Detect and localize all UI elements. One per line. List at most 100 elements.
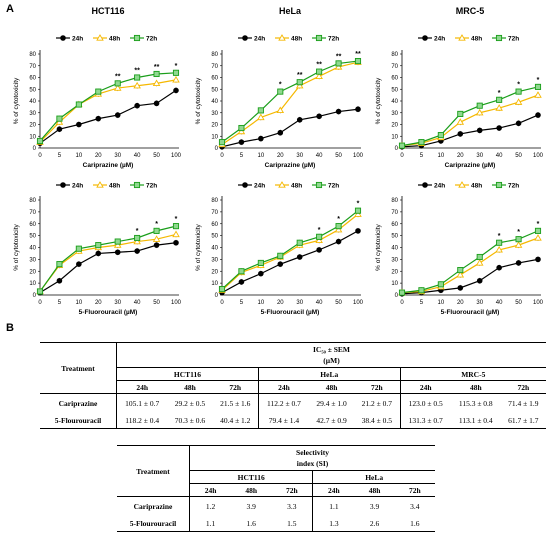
x-tick-label: 30 [114,300,121,306]
data-point [76,261,82,267]
series-24h [219,106,361,150]
y-tick-label: 20 [211,269,218,275]
y-axis-label: % of cytotoxicity [195,77,202,124]
data-point [56,277,63,284]
y-tick-label: 20 [391,123,398,129]
significance-marker: * [357,201,360,208]
x-tick-label: 5 [58,153,62,159]
table1-group-header: MRC-5 [399,367,546,381]
table1-cell: 112.2 ± 0.7 [257,393,309,412]
y-tick-label: 70 [391,64,398,70]
data-point [515,236,522,243]
table2-cell: 3.4 [410,501,420,511]
series-line [39,72,177,142]
legend-marker [242,182,248,188]
y-tick-label: 20 [29,123,36,129]
data-point [296,117,303,123]
significance-marker: ** [115,73,121,80]
data-point [354,207,362,214]
table1-cell: 115.3 ± 0.8 [458,398,493,408]
data-point [277,261,284,267]
x-tick-label: 50 [153,153,160,159]
data-point [172,223,180,230]
table1-time-header: 24h [399,380,451,394]
data-point [496,239,503,246]
significance-marker: * [498,233,501,240]
table1-time-header: 72h [500,380,546,394]
table1-time-header: 48h [167,380,213,394]
data-point [457,131,464,137]
legend-label: 72h [328,183,339,190]
chart-3: MRC-5 24h 48h 72h 0 10 20 30 40 50 60 70 80 0 5 10 20 30 4… [375,6,544,169]
y-tick-label: 80 [211,52,218,58]
chart-5: 24h 48h 72h 0 10 20 30 40 50 60 70 80 0 5 10 20 30 40 50 10… [195,181,364,316]
table1-cell: 40.4 ± 1.2 [212,412,259,429]
data-point [172,69,180,76]
legend-label: 72h [328,36,339,43]
y-tick-label: 60 [29,222,36,228]
legend-marker [315,34,323,42]
legend-marker [495,181,503,189]
x-tick-label: 0 [38,300,42,306]
significance-marker: * [537,77,540,84]
table-row: 5-Flourouracil 118.2 ± 0.4 70.3 ± 0.6 40… [40,412,546,429]
legend-label: 72h [146,183,157,190]
y-tick-label: 60 [391,222,398,228]
data-point [258,270,264,277]
data-point [218,139,226,146]
legend-marker [133,34,141,42]
series-72h [36,223,180,295]
data-point [514,98,523,105]
chart-1: HCT116 24h 48h 72h 0 10 20 30 40 50 60 70 80 0 5 10 20 30… [13,6,182,169]
y-tick-label: 40 [29,246,36,252]
y-tick-label: 0 [215,146,219,152]
data-point [475,108,484,116]
table-row: 5-Flourouracil 1.1 1.6 1.5 1.3 2.6 1.6 [117,515,435,532]
legend-marker [60,35,66,41]
data-point [133,81,141,89]
table2-cell: 2.6 [354,515,395,532]
data-point [496,96,503,103]
data-point [95,115,102,122]
y-tick-label: 0 [395,146,399,152]
table1-cell: 21.2 ± 0.7 [361,398,393,408]
table1-group-header: HCT116 [116,367,259,381]
data-point [133,237,141,245]
significance-marker: * [537,221,540,228]
table1-cell: 123.0 ± 0.5 [399,393,451,412]
data-point [238,139,245,145]
data-point [173,239,179,246]
data-point [113,241,122,248]
data-point [95,242,102,249]
series-line [401,258,539,295]
data-point [296,239,303,246]
series-24h [219,227,361,296]
table1-cell: 113.1 ± 0.4 [450,412,501,429]
data-point [457,285,464,291]
data-point [515,88,522,95]
y-axis-label: % of cytotoxicity [375,223,382,270]
x-tick-label: 0 [220,300,224,306]
legend-marker [422,35,428,41]
x-tick-label: 40 [496,153,503,159]
data-point [335,60,342,67]
ic50-table: Treatment IC₅₀ ± SEM (µM) HCT116 HeLa MR… [40,342,546,429]
legend-marker [458,181,466,188]
series-line [39,242,177,294]
y-tick-label: 70 [29,64,36,70]
x-tick-label: 10 [258,153,265,159]
legend-label: 48h [109,183,120,190]
x-tick-label: 10 [438,153,445,159]
x-tick-label: 30 [296,153,303,159]
data-point [335,238,342,245]
table1-cell: 38.4 ± 0.5 [354,412,401,429]
table1-row-name: 5-Flourouracil [40,412,117,429]
series-72h [218,58,362,146]
table1-cell: 105.1 ± 0.7 [125,398,160,408]
chart-4: 24h 48h 72h 0 10 20 30 40 50 60 70 80 0 5 10 20 30 40 50 10… [13,181,182,316]
significance-marker: * [136,228,139,235]
table1-cell: 118.2 ± 0.4 [116,412,168,429]
significance-marker: * [318,227,321,234]
panel-label-a: A [6,3,14,15]
